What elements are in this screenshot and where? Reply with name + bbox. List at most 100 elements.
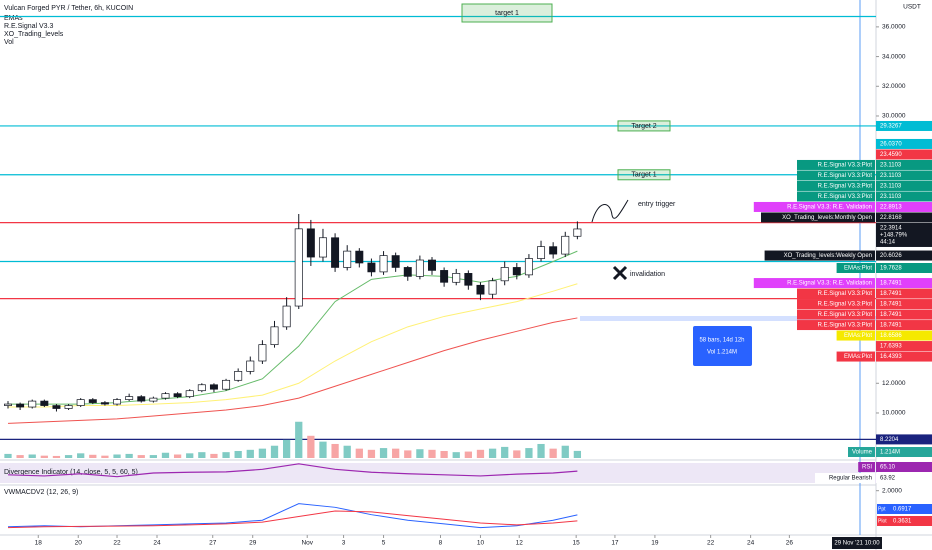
volume-bar — [64, 455, 73, 458]
volume-bar — [307, 435, 315, 458]
volume-bar — [392, 448, 400, 458]
price-tag-name-box — [761, 212, 875, 223]
price-tag — [876, 299, 932, 310]
volume-bar — [234, 450, 242, 458]
x-tick-label: 22 — [707, 540, 715, 547]
x-tick-label: 22 — [113, 540, 121, 547]
x-tick-label: 24 — [153, 540, 161, 547]
candle-body — [573, 228, 582, 237]
price-tag-label: 23.1103 — [880, 173, 902, 179]
price-tag-label: 63.92 — [880, 476, 896, 482]
volume-bar — [452, 452, 460, 458]
price-tag-name-box — [797, 320, 875, 331]
price-tag-name-box — [797, 191, 875, 202]
price-tag — [876, 309, 932, 320]
last-price-box — [876, 222, 932, 247]
price-tag-name: R.E.Signal V3.3:Plot — [818, 173, 873, 179]
volume-bar — [186, 453, 194, 458]
volume-bar — [525, 448, 533, 458]
price-tag — [890, 516, 932, 526]
price-tag-name-box — [858, 462, 875, 472]
candle-body — [561, 235, 570, 255]
volume-bar — [488, 448, 497, 458]
candle-body — [403, 267, 412, 277]
price-tag-name-box — [753, 278, 875, 289]
price-tag-label: 18.7491 — [880, 281, 902, 287]
price-tag-label: 26.0370 — [880, 142, 902, 148]
measure-label: 58 bars, 14d 12h — [699, 338, 744, 344]
rsi-band — [0, 463, 876, 483]
entry-label: entry trigger — [638, 201, 676, 208]
price-tag-name: XO_Trading_levels:Monthly Open — [782, 215, 872, 221]
candle-body — [16, 403, 25, 408]
price-tag-label: 20.6026 — [880, 253, 902, 259]
candle-body — [137, 396, 146, 402]
measure-band — [580, 316, 876, 321]
y-tick-label: 34.0000 — [882, 53, 906, 60]
price-tag — [876, 180, 932, 191]
price-tag-label: 0.6917 — [893, 507, 912, 513]
price-tag-name-box — [848, 447, 875, 457]
candle-body — [500, 267, 509, 282]
volume-bar — [113, 454, 121, 458]
candle-body — [512, 267, 521, 276]
candle-body — [209, 384, 218, 390]
volume-bar — [379, 448, 388, 458]
x-tick-label: 17 — [611, 540, 619, 547]
candle-body — [88, 399, 97, 403]
candle-body — [476, 284, 485, 295]
indicator-name: EMAs — [4, 15, 23, 22]
price-tag-name-box — [797, 299, 875, 310]
price-tag-name-box — [797, 288, 875, 299]
volume-bar — [198, 452, 206, 458]
volume-bar — [16, 455, 24, 458]
price-tag-label: 22.8913 — [880, 205, 902, 211]
candle-body — [246, 360, 255, 372]
volume-bar — [4, 453, 12, 458]
price-tag-name: R.E.Signal V3.3:Plot — [818, 194, 873, 200]
cursor-date-box — [832, 537, 882, 549]
ema-line — [7, 317, 578, 424]
price-tag-label: 19.7628 — [880, 266, 902, 272]
candle-body — [440, 270, 449, 283]
volume-bar — [573, 450, 582, 458]
candle-body — [173, 393, 182, 397]
indicator-name: Vol — [4, 39, 14, 46]
candle-body — [379, 255, 388, 273]
price-tag-name-box — [836, 262, 875, 273]
price-tag-label: 8.2204 — [880, 437, 899, 443]
candle-body — [161, 393, 170, 399]
candle-body — [464, 273, 473, 286]
candle-body — [40, 400, 49, 406]
y-tick-label: 10.0000 — [882, 410, 906, 417]
volume-bar — [77, 453, 85, 458]
price-tag-name: RSI — [862, 465, 872, 471]
candle-body — [4, 403, 12, 406]
x-tick-label: 24 — [747, 540, 755, 547]
price-tag — [876, 341, 932, 352]
candle-body — [28, 400, 37, 408]
candle-body — [452, 273, 461, 283]
volume-bar — [295, 421, 303, 458]
price-tag-name: R.E.Signal V3.3:Plot — [818, 302, 873, 308]
y-tick-label: 2.0000 — [882, 487, 902, 494]
y-tick-label: 12.0000 — [882, 380, 906, 387]
indicator-name: R.E.Signal V3.3 — [4, 23, 54, 30]
candle-body — [125, 396, 134, 400]
target-box — [617, 120, 671, 132]
candle-body — [549, 246, 558, 255]
x-tick-label: 19 — [651, 540, 659, 547]
price-tag-name-box — [797, 309, 875, 320]
target-label: target 1 — [495, 10, 519, 17]
legend-box — [877, 504, 890, 514]
price-tag-label: 22.8168 — [880, 215, 902, 221]
volume-bar — [331, 443, 339, 458]
volume-bar — [125, 453, 133, 458]
last-change: +148.79% — [880, 233, 908, 239]
volume-bar — [161, 452, 170, 458]
pane-title: Divergence Indicator (14, close, 5, 5, 6… — [4, 469, 138, 476]
price-tag — [876, 201, 932, 212]
volume-bar — [501, 446, 509, 458]
x-tick-label: 10 — [477, 540, 485, 547]
price-tag — [876, 191, 932, 202]
